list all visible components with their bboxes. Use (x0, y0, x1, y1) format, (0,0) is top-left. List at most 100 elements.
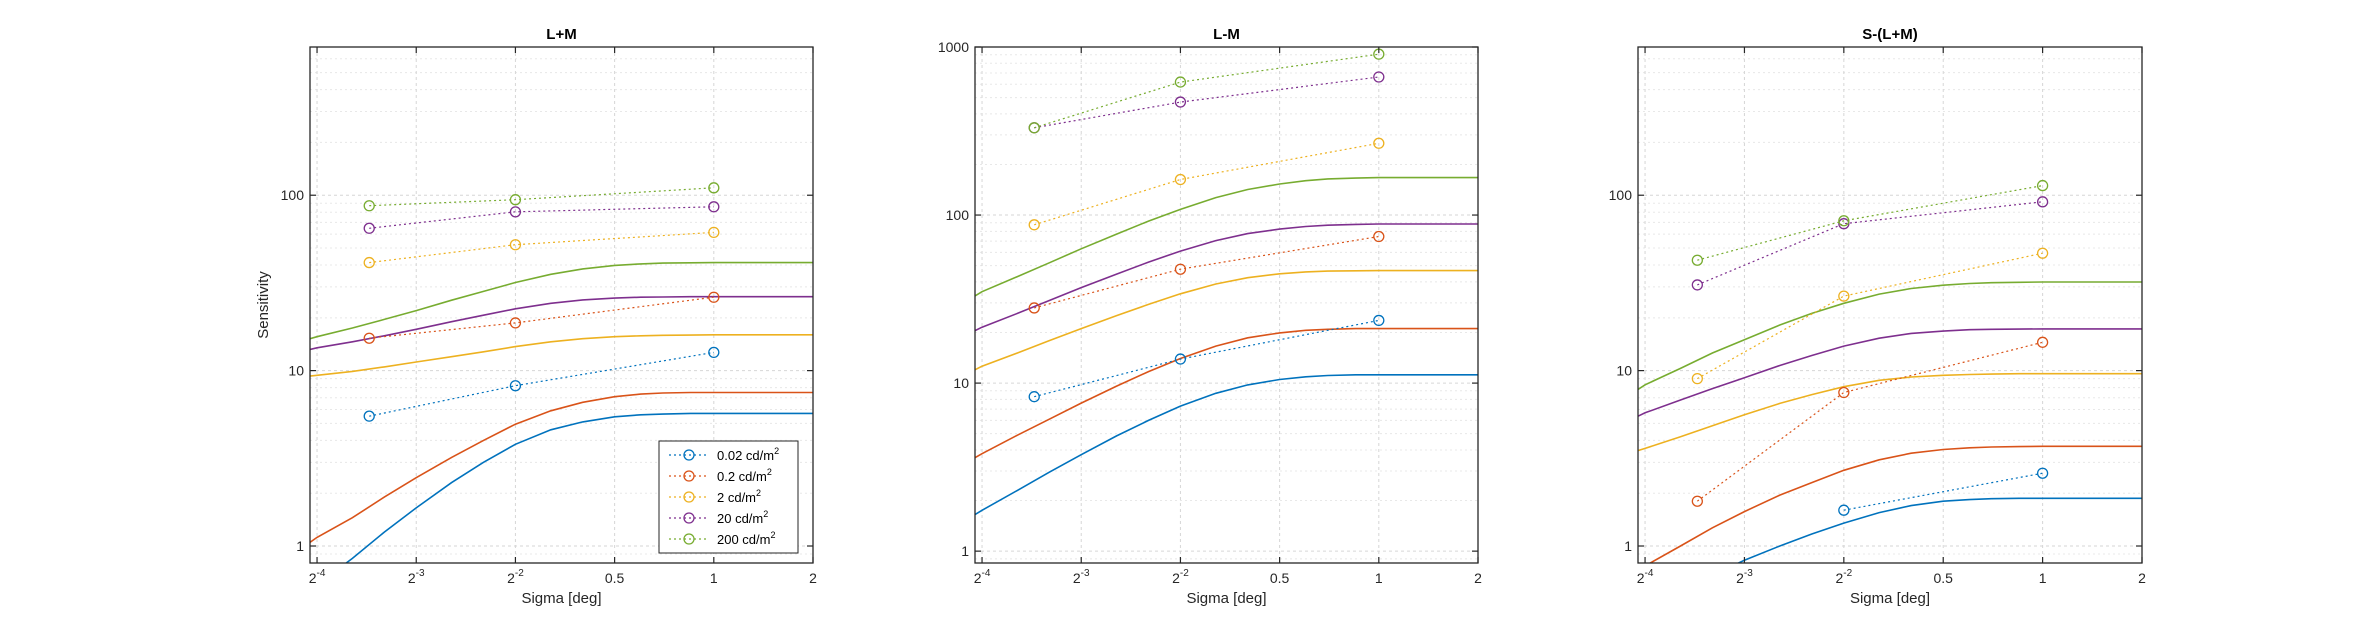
x-tick-label-base: 1 (2039, 570, 2047, 586)
fit-line-series-2 (1648, 445, 2142, 563)
legend-label: 0.2 cd/m2 (717, 467, 772, 484)
legend-label-exponent: 2 (763, 509, 768, 519)
data-point (1174, 173, 1187, 186)
measured-line-series-2 (1696, 341, 2043, 502)
x-axis-label: Sigma [deg] (1850, 590, 1930, 607)
x-tick-label: 0.5 (1270, 570, 1290, 586)
fit-line-series-3 (310, 333, 813, 377)
y-tick-label: 100 (281, 187, 305, 203)
measured-line-series-5 (1697, 185, 2043, 261)
x-tick-label: 0.5 (1933, 570, 1953, 586)
x-tick-label: 2-2 (1835, 568, 1852, 586)
data-point (708, 201, 720, 213)
data-point (509, 380, 522, 392)
fit-line-series-3 (1638, 372, 2142, 452)
data-point (1691, 254, 1703, 266)
data-point (1028, 219, 1040, 231)
data-point (1838, 215, 1850, 227)
data-point (363, 332, 375, 344)
data-point (1838, 504, 1850, 516)
x-tick-label: 1 (1375, 570, 1383, 586)
measured-line-series-1 (1843, 472, 2043, 511)
fit-line-series-5 (310, 261, 813, 340)
x-tick-label-exponent: -2 (1180, 568, 1189, 579)
data-point (509, 194, 522, 206)
x-tick-label-exponent: -2 (1843, 568, 1852, 579)
y-tick-label: 1 (1624, 538, 1632, 554)
data-point (1691, 495, 1703, 507)
axes-frame (1637, 46, 2143, 564)
x-tick-label-base: 2 (1637, 570, 1645, 586)
fit-line-series-5 (1638, 281, 2142, 391)
fit-line-series-2 (975, 327, 1478, 459)
fit-line-series-4 (1638, 328, 2142, 417)
data-point (363, 200, 375, 212)
y-tick-label: 100 (1609, 187, 1633, 203)
data-point (1838, 290, 1850, 302)
y-tick-label: 1 (961, 543, 969, 559)
x-tick-label-exponent: -3 (1081, 568, 1090, 579)
plot-area (1638, 47, 2142, 563)
data-point (363, 222, 375, 234)
fit-line-series-3 (975, 269, 1478, 371)
data-point (1028, 302, 1040, 314)
x-tick-label-base: 2 (408, 570, 416, 586)
data-point (2036, 336, 2049, 348)
y-tick-label: 10 (1616, 363, 1632, 379)
measured-line-series-4 (1034, 76, 1379, 129)
x-tick-label-base: 2 (1474, 570, 1482, 586)
legend-label-exponent: 2 (774, 446, 779, 456)
data-point (1373, 230, 1385, 243)
x-tick-label: 2-2 (507, 568, 524, 586)
x-tick-label: 2-3 (1736, 568, 1753, 586)
x-tick-label: 1 (2039, 570, 2047, 586)
x-tick-label-base: 2 (809, 570, 817, 586)
measured-line-series-3 (1034, 142, 1379, 226)
data-point (509, 317, 522, 329)
fit-line-series-5 (975, 176, 1478, 297)
x-axis-label: Sigma [deg] (521, 590, 601, 607)
x-tick-label-base: 2 (507, 570, 515, 586)
legend-label: 2 cd/m2 (717, 488, 761, 505)
data-point (363, 410, 375, 422)
x-tick-label-base: 2 (974, 570, 982, 586)
fit-line-series-1 (1736, 497, 2142, 563)
x-tick-label-exponent: -4 (981, 568, 990, 579)
data-point (509, 206, 522, 218)
legend-label-text: 0.2 cd/m (717, 469, 767, 484)
legend-label-text: 200 cd/m (717, 532, 770, 547)
data-point (1174, 96, 1187, 108)
x-tick-label: 1 (710, 570, 718, 586)
legend-marker (683, 512, 695, 524)
x-tick-label: 2 (809, 570, 817, 586)
x-tick-label: 2-4 (1637, 568, 1654, 586)
measured-line-series-5 (1034, 53, 1379, 129)
data-point (1028, 391, 1040, 403)
x-axis-label: Sigma [deg] (1186, 590, 1266, 607)
legend-label-exponent: 2 (770, 530, 775, 540)
data-point (1373, 71, 1385, 83)
x-tick-label: 2-4 (309, 568, 326, 586)
y-tick-label: 10 (953, 375, 969, 391)
legend-label: 0.02 cd/m2 (717, 446, 779, 463)
chart-title: S-(L+M) (1862, 26, 1917, 43)
y-tick-label: 1000 (938, 39, 969, 55)
y-tick-label: 10 (288, 363, 304, 379)
legend-marker (683, 491, 695, 503)
y-axis-label: Sensitivity (255, 271, 272, 339)
fit-line-series-1 (975, 373, 1478, 516)
x-tick-label-exponent: -2 (515, 568, 524, 579)
legend-marker (683, 449, 695, 461)
data-point (708, 291, 720, 303)
legend-label-exponent: 2 (767, 467, 772, 477)
measured-line-series-2 (369, 296, 714, 339)
data-point (1174, 76, 1187, 88)
data-point (708, 346, 720, 359)
data-point (708, 182, 720, 194)
x-tick-label-base: 2 (309, 570, 317, 586)
data-point (363, 256, 375, 269)
y-tick-label: 100 (946, 207, 970, 223)
data-point (509, 239, 522, 251)
